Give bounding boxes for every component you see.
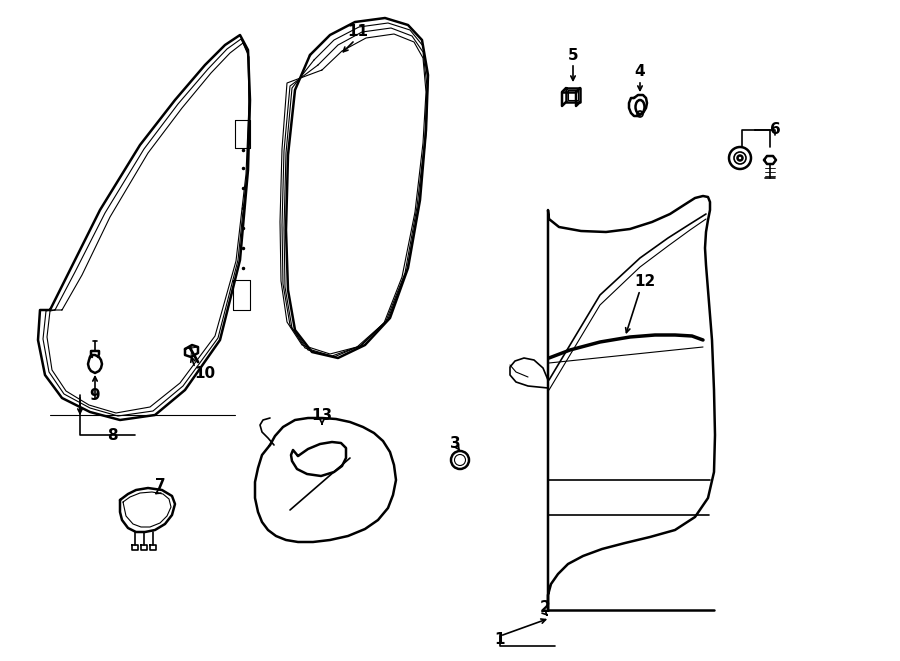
Text: 12: 12 (634, 274, 655, 290)
Text: 4: 4 (634, 65, 645, 79)
Text: 9: 9 (90, 387, 100, 403)
Text: 3: 3 (450, 436, 460, 451)
Text: 11: 11 (347, 24, 368, 40)
Text: 7: 7 (155, 477, 166, 492)
Text: 5: 5 (568, 48, 579, 63)
Text: 6: 6 (770, 122, 780, 137)
Text: 8: 8 (107, 428, 117, 442)
Text: 1: 1 (495, 633, 505, 648)
Text: 2: 2 (540, 600, 551, 615)
Text: 10: 10 (194, 366, 216, 381)
Text: 13: 13 (311, 407, 333, 422)
